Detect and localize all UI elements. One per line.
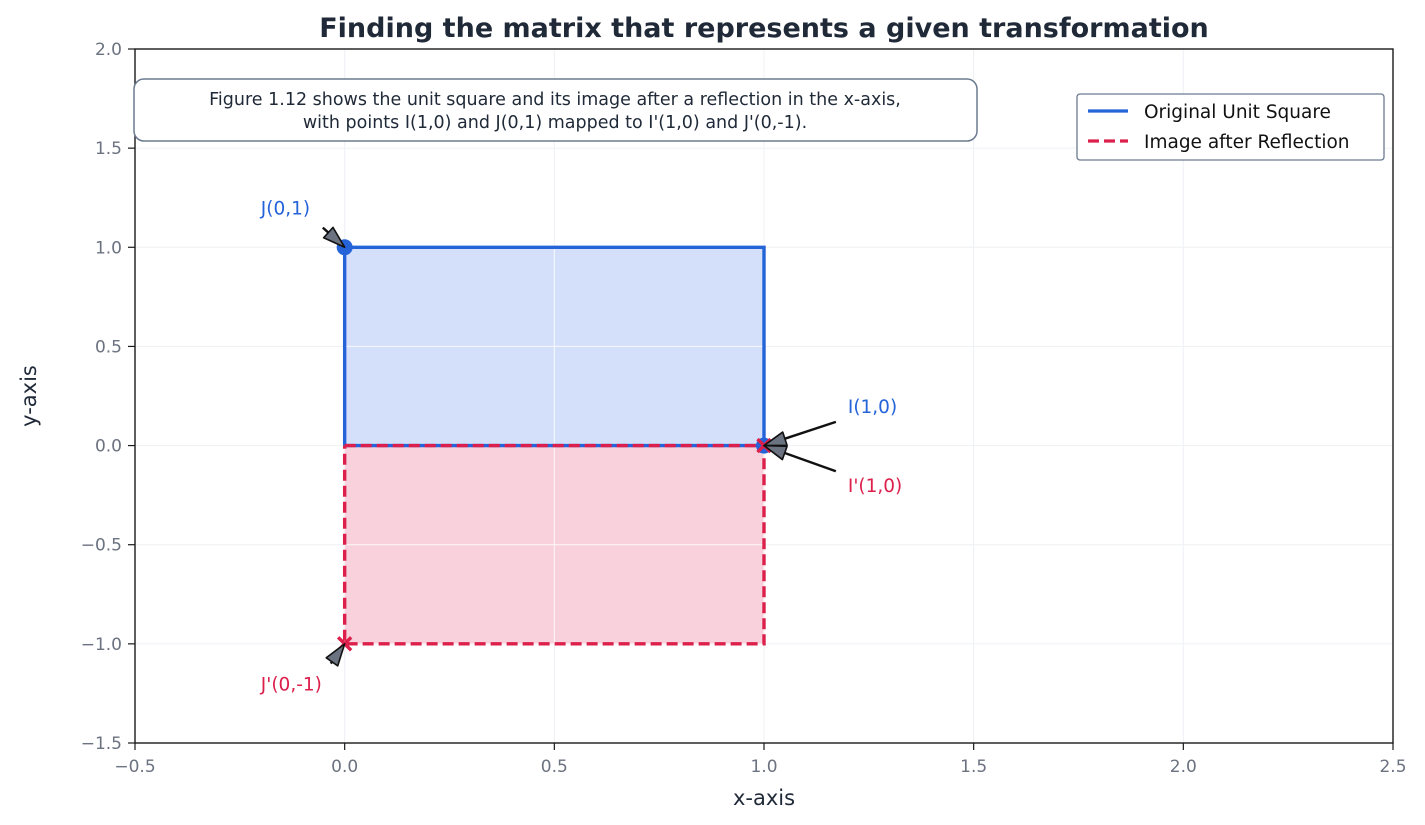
annotation-arrow-shaft-2 [784, 451, 837, 473]
x-ticks: −0.5 0.0 0.5 1.0 1.5 2.0 2.5 [114, 743, 1407, 777]
annotation-label-2: I'(1,0) [848, 476, 902, 497]
legend-box [1076, 93, 1385, 161]
legend-label-reflection: Image after Reflection [1144, 132, 1350, 153]
y-ticks: −1.5 −1.0 −0.5 0.0 0.5 1.0 1.5 2.0 [81, 40, 135, 754]
x-tick-label: 0.0 [331, 757, 358, 777]
annotation-labels: I(1,0) J(0,1) I'(1,0) J'(0,-1) [260, 199, 902, 696]
x-tick-label: 2.5 [1379, 757, 1406, 777]
chart-title: Finding the matrix that represents a giv… [319, 13, 1209, 44]
y-tick-label: 1.0 [95, 238, 122, 258]
y-tick-label: 0.5 [95, 337, 122, 357]
annotation-label-1: J(0,1) [260, 199, 310, 220]
series-line-1 [342, 443, 766, 646]
annotation-arrow-head-2 [763, 444, 788, 461]
y-axis-label: y-axis [17, 365, 41, 427]
y-tick-label: −1.5 [81, 734, 122, 754]
x-tick-label: 2.0 [1170, 757, 1197, 777]
y-tick-label: 2.0 [95, 40, 122, 60]
note-line-1: Figure 1.12 shows the unit square and it… [209, 90, 901, 110]
annotation-arrow-shaft-1 [321, 226, 330, 234]
y-tick-label: 0.0 [95, 437, 122, 457]
note-line-2: with points I(1,0) and J(0,1) mapped to … [303, 113, 807, 133]
note-box [133, 78, 978, 142]
legend-label-original: Original Unit Square [1144, 102, 1331, 123]
annotation-arrow-shaft-0 [784, 420, 837, 440]
annotation-label-3: J'(0,-1) [260, 675, 322, 696]
x-tick-label: 1.0 [750, 757, 777, 777]
x-axis-label: x-axis [733, 786, 795, 810]
annotation-arrows [321, 226, 837, 667]
figure-note: Figure 1.12 shows the unit square and it… [133, 78, 978, 142]
y-tick-label: 1.5 [95, 139, 122, 159]
annotation-arrow-head-1 [322, 226, 346, 249]
y-tick-label: −1.0 [81, 635, 122, 655]
annotation-label-0: I(1,0) [848, 397, 897, 418]
series-lines [342, 245, 766, 646]
legend: Original Unit Square Image after Reflect… [1076, 93, 1385, 161]
annotation-arrow-head-3 [325, 643, 346, 667]
y-tick-label: −0.5 [81, 536, 122, 556]
x-tick-label: −0.5 [114, 757, 155, 777]
x-tick-label: 1.5 [960, 757, 987, 777]
x-tick-label: 0.5 [541, 757, 568, 777]
